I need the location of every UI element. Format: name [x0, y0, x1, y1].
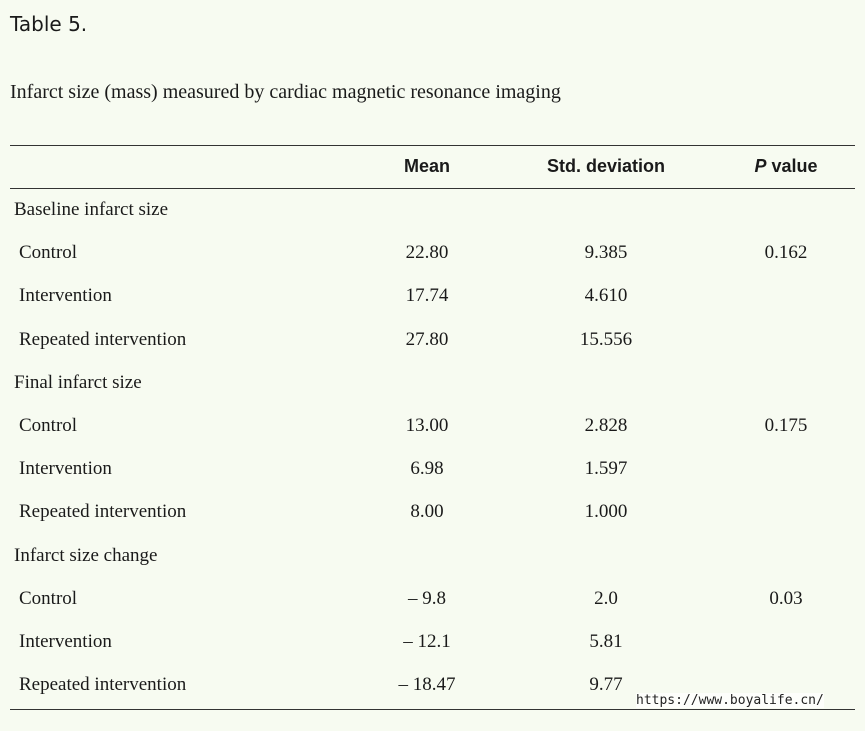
- row-label: Intervention: [19, 631, 112, 652]
- row-label: Control: [19, 587, 78, 609]
- sd-cell: 2.828: [584, 415, 628, 436]
- column-header: P value: [754, 156, 818, 176]
- bottom-rule: [10, 709, 855, 710]
- sd-cell: 2.0: [594, 587, 618, 609]
- table-label: Table 5.: [10, 12, 88, 36]
- group-label: Infarct size change: [14, 544, 158, 566]
- mean-cell: 27.80: [405, 328, 449, 350]
- mean-cell: – 18.47: [398, 674, 456, 696]
- column-header: Std. deviation: [546, 156, 666, 176]
- sd-cell: 9.385: [584, 242, 628, 264]
- p-value-cell: 0.03: [769, 587, 803, 609]
- p-value-cell: 0.162: [764, 242, 808, 264]
- sd-cell: 9.77: [589, 674, 623, 696]
- sd-cell: 15.556: [579, 328, 633, 350]
- mean-cell: 17.74: [405, 285, 449, 307]
- sd-cell: 5.81: [589, 631, 623, 652]
- row-label: Control: [19, 415, 78, 436]
- mean-cell: 22.80: [405, 242, 449, 264]
- mean-cell: – 9.8: [408, 587, 446, 609]
- group-label: Final infarct size: [14, 371, 142, 393]
- row-label: Control: [19, 242, 78, 264]
- mean-cell: 6.98: [410, 458, 444, 480]
- watermark: https://www.boyalife.cn/: [636, 693, 824, 708]
- sd-cell: 4.610: [584, 285, 628, 307]
- row-label: Intervention: [19, 458, 112, 480]
- sd-cell: 1.000: [584, 501, 628, 523]
- row-label: Repeated intervention: [19, 328, 187, 350]
- group-label: Baseline infarct size: [14, 199, 169, 220]
- mean-cell: 13.00: [405, 415, 449, 436]
- table-caption: Infarct size (mass) measured by cardiac …: [10, 81, 561, 103]
- header-rule: [10, 188, 855, 189]
- mean-cell: 8.00: [410, 501, 444, 523]
- mean-cell: – 12.1: [403, 631, 451, 652]
- sd-cell: 1.597: [584, 458, 628, 480]
- row-label: Intervention: [19, 285, 112, 307]
- top-rule: [10, 145, 855, 146]
- p-value-cell: 0.175: [764, 415, 808, 436]
- row-label: Repeated intervention: [19, 674, 187, 696]
- column-header: Mean: [403, 156, 451, 176]
- row-label: Repeated intervention: [19, 501, 187, 523]
